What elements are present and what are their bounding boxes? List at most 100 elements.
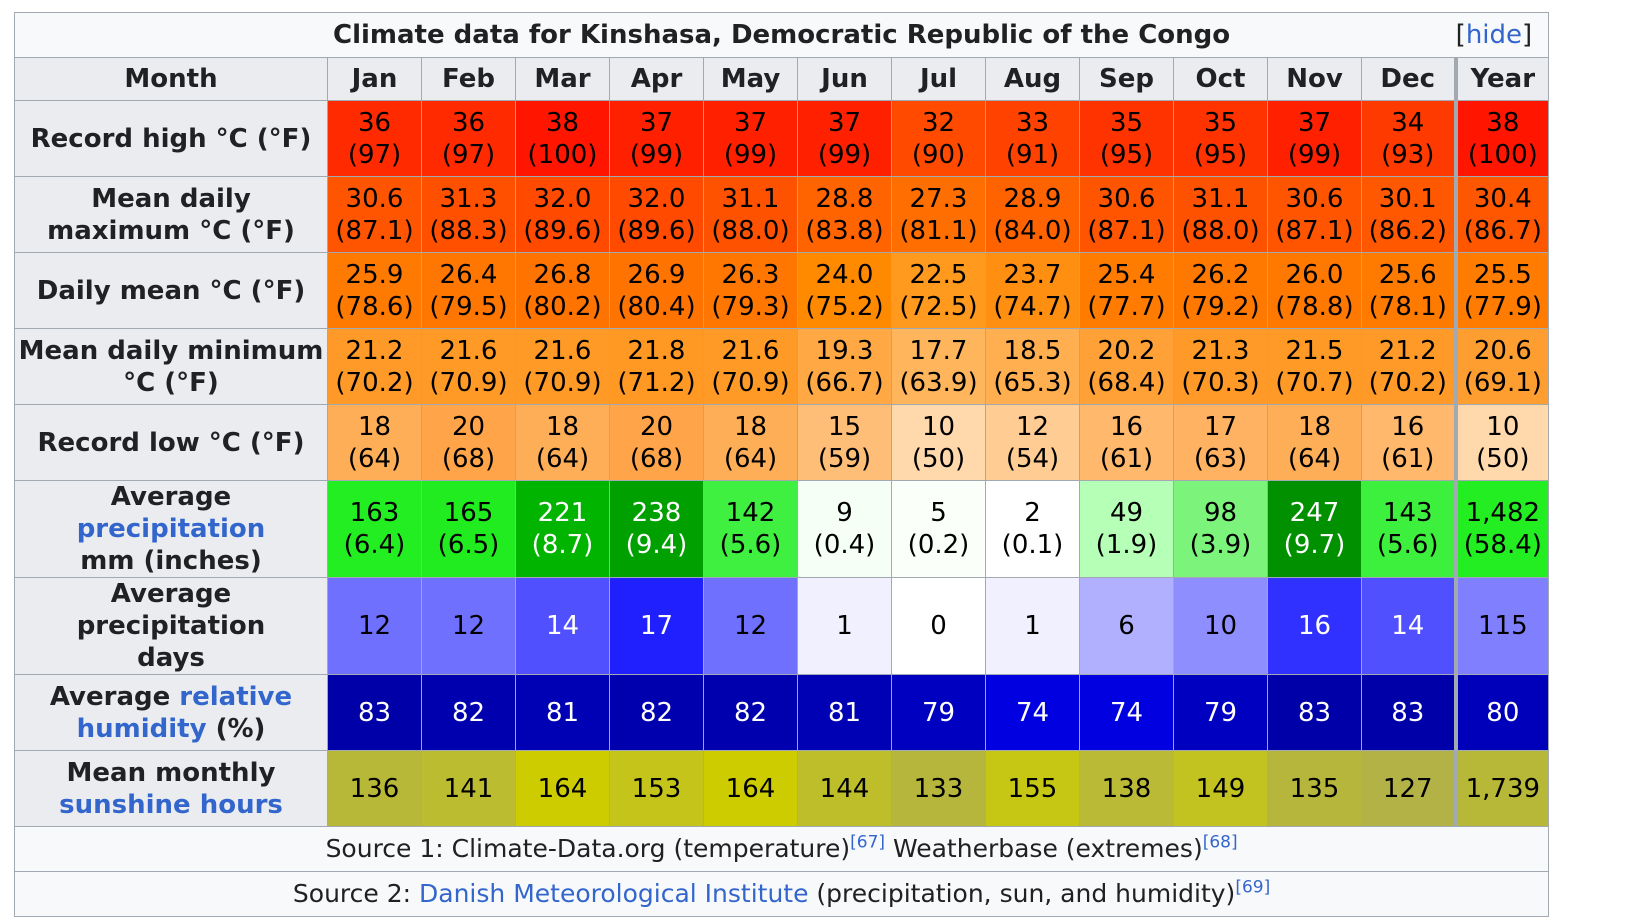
value-text: 20	[639, 411, 674, 442]
value-text: (81.1)	[899, 215, 978, 246]
value-text: 127	[1382, 773, 1433, 804]
value-text: (84.0)	[993, 215, 1072, 246]
row-label-line: Mean monthly	[66, 757, 276, 788]
value-cell: 32.0 (89.6)	[609, 176, 704, 253]
value-text: 142	[725, 498, 776, 528]
value-cell: 33 (91)	[985, 100, 1080, 177]
value-text: 25.9	[345, 259, 404, 290]
value-cell: 82	[703, 674, 798, 751]
row-label-line: mm (inches)	[80, 546, 262, 576]
row-label: Average relative humidity (%)	[14, 674, 328, 751]
value-text: 135	[1289, 773, 1340, 804]
value-text: (9.7)	[1283, 530, 1346, 560]
value-text: 16	[1109, 411, 1144, 442]
value-cell: 31.3 (88.3)	[421, 176, 516, 253]
value-text: 74	[1015, 697, 1050, 728]
value-text: 18.5	[1003, 335, 1062, 366]
value-text: (65.3)	[993, 367, 1072, 398]
value-text: (66.7)	[805, 367, 884, 398]
month-header-mar: Mar	[515, 57, 610, 101]
value-text: 26.2	[1191, 259, 1250, 290]
value-text: 136	[349, 773, 400, 804]
value-text: (69.1)	[1463, 367, 1542, 398]
value-text: (93)	[1381, 139, 1435, 170]
value-text: 141	[443, 773, 494, 804]
value-cell: 20 (68)	[421, 404, 516, 481]
value-text: (70.3)	[1181, 367, 1260, 398]
value-cell: 165 (6.5)	[421, 480, 516, 578]
value-text: 19.3	[815, 335, 874, 366]
link-relative[interactable]: relative	[179, 681, 293, 712]
link-precipitation[interactable]: precipitation	[76, 514, 266, 544]
value-text: 5	[930, 498, 947, 528]
hide-toggle: [hide]	[1455, 20, 1533, 50]
dmi-link[interactable]: Danish Meteorological Institute	[419, 879, 809, 908]
value-text: 18	[545, 411, 580, 442]
value-text: 26.8	[533, 259, 592, 290]
value-text: (99)	[1287, 139, 1342, 170]
month-header-feb: Feb	[421, 57, 516, 101]
value-text: (99)	[817, 139, 872, 170]
value-text: 23.7	[1003, 259, 1062, 290]
value-text: 33	[1015, 107, 1050, 138]
value-text: 1,739	[1465, 773, 1541, 804]
value-text: (0.2)	[907, 530, 970, 560]
reference-67[interactable]: [67]	[850, 832, 886, 853]
value-text: 1,482	[1465, 498, 1541, 528]
value-cell: 155	[985, 750, 1080, 827]
value-text: 10	[1203, 611, 1238, 641]
value-text: (1.9)	[1095, 530, 1158, 560]
value-text: 149	[1195, 773, 1246, 804]
value-text: 26.4	[439, 259, 498, 290]
value-cell: 141	[421, 750, 516, 827]
value-cell: 0	[891, 577, 986, 675]
value-text: 17	[1203, 411, 1238, 442]
value-text: (50)	[1476, 443, 1530, 474]
table-row: Average precipitation mm (inches) 163 (6.4)…	[14, 480, 1550, 578]
value-text: (79.2)	[1181, 291, 1260, 322]
value-text: (95)	[1193, 139, 1248, 170]
value-text: 0	[930, 611, 947, 641]
source2-row-cell: Source 2: Danish Meteorological Institut…	[13, 871, 1550, 917]
source2-suffix: (precipitation, sun, and humidity)	[808, 879, 1236, 908]
value-text: (64)	[723, 443, 778, 474]
value-cell: 14	[515, 577, 610, 675]
value-text: 164	[537, 773, 588, 804]
value-text: (6.5)	[437, 530, 500, 560]
row-label-line: Average precipitation	[76, 482, 266, 544]
source1-row-cell: Source 1: Climate-Data.org (temperature)…	[13, 826, 1550, 872]
hide-link[interactable]: hide	[1465, 20, 1523, 50]
value-text: 82	[733, 697, 768, 728]
value-cell: 164	[703, 750, 798, 827]
value-cell: 1,739	[1453, 750, 1550, 827]
month-header-year: Year	[1453, 57, 1550, 101]
value-text: 30.4	[1473, 183, 1532, 214]
source1-text-extremes: Weatherbase (extremes)	[885, 834, 1203, 863]
row-label-line: days	[137, 643, 205, 673]
value-text: 138	[1101, 773, 1152, 804]
value-text: 17.7	[909, 335, 968, 366]
value-text: (75.2)	[805, 291, 884, 322]
value-text: 25.4	[1097, 259, 1156, 290]
value-text: 79	[1203, 697, 1238, 728]
row-label-line: Average relative	[49, 681, 293, 712]
value-text: (61)	[1381, 443, 1435, 474]
value-text: 74	[1109, 697, 1144, 728]
value-text: 238	[631, 498, 682, 528]
value-text: (91)	[1005, 139, 1060, 170]
value-text: (0.4)	[813, 530, 876, 560]
value-cell: 82	[421, 674, 516, 751]
value-cell: 35 (95)	[1079, 100, 1174, 177]
link-humidity[interactable]: humidity	[76, 713, 207, 744]
value-text: 21.2	[1378, 335, 1437, 366]
value-cell: 35 (95)	[1173, 100, 1268, 177]
value-text: (77.9)	[1463, 291, 1542, 322]
value-cell: 149	[1173, 750, 1268, 827]
value-cell: 17.7 (63.9)	[891, 328, 986, 405]
value-cell: 82	[609, 674, 704, 751]
reference-68[interactable]: [68]	[1202, 832, 1238, 853]
reference-69[interactable]: [69]	[1235, 877, 1271, 898]
value-cell: 17	[609, 577, 704, 675]
link-sunshine-hours[interactable]: sunshine hours	[59, 789, 283, 820]
value-text: 16	[1297, 611, 1332, 641]
